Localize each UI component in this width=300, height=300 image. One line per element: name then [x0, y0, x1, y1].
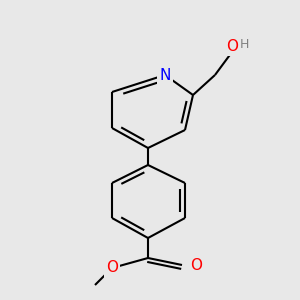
Text: O: O	[226, 39, 238, 54]
Text: N: N	[159, 68, 171, 82]
Text: O: O	[190, 257, 202, 272]
Text: H: H	[239, 38, 249, 50]
Text: O: O	[106, 260, 118, 275]
